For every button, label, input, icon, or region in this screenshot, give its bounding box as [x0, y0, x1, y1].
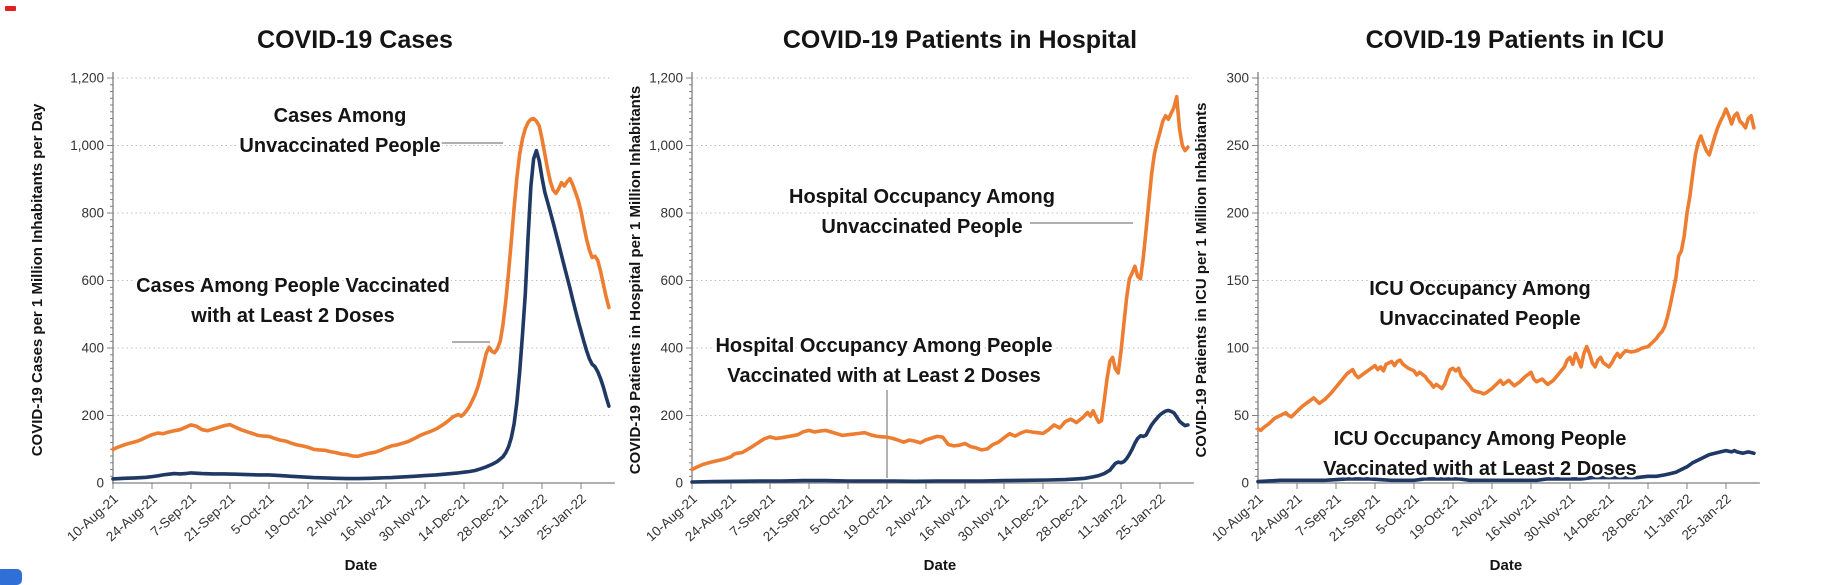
y-tick-label: 0	[1241, 476, 1249, 491]
vaccinated-annotation: with at Least 2 Doses	[190, 305, 394, 327]
chart-title: COVID-19 Cases	[257, 26, 453, 54]
y-tick-label: 1,000	[70, 138, 104, 153]
unvaccinated-annotation: Hospital Occupancy Among	[789, 186, 1055, 208]
chart-title: COVID-19 Patients in ICU	[1366, 26, 1665, 54]
chart-title: COVID-19 Patients in Hospital	[783, 26, 1137, 54]
y-tick-label: 600	[81, 273, 104, 288]
y-tick-label: 400	[660, 341, 683, 356]
y-tick-label: 150	[1226, 273, 1249, 288]
x-axis-title: Date	[924, 557, 957, 574]
y-axis-title: COVID-19 Patients in Hospital per 1 Mill…	[627, 86, 644, 474]
vaccinated-annotation: Hospital Occupancy Among People	[715, 335, 1052, 357]
vaccinated-annotation: ICU Occupancy Among People	[1334, 428, 1627, 450]
vaccinated-series-line	[1256, 448, 1756, 484]
unvaccinated-annotation: ICU Occupancy Among	[1369, 278, 1591, 300]
y-tick-label: 800	[660, 206, 683, 221]
unvaccinated-series-line	[111, 116, 611, 459]
y-axis-title: COVID-19 Cases per 1 Million Inhabitants…	[29, 103, 46, 456]
y-tick-label: 400	[81, 341, 104, 356]
unvaccinated-series-line	[1256, 107, 1756, 433]
y-tick-label: 1,200	[649, 71, 683, 86]
y-tick-label: 200	[1226, 206, 1249, 221]
y-tick-label: 300	[1226, 71, 1249, 86]
y-tick-label: 1,200	[70, 71, 104, 86]
y-tick-label: 50	[1234, 408, 1249, 423]
x-axis-title: Date	[1490, 557, 1523, 574]
unvaccinated-series-line	[690, 94, 1190, 472]
y-tick-label: 100	[1226, 341, 1249, 356]
y-tick-label: 1,000	[649, 138, 683, 153]
y-tick-label: 0	[675, 476, 683, 491]
screen-edge-blue-artifact	[0, 569, 22, 585]
y-tick-label: 0	[96, 476, 104, 491]
y-tick-label: 600	[660, 273, 683, 288]
unvaccinated-annotation: Unvaccinated People	[239, 135, 440, 157]
unvaccinated-annotation: Unvaccinated People	[1379, 308, 1580, 330]
x-axis-title: Date	[345, 557, 378, 574]
unvaccinated-annotation: Unvaccinated People	[821, 216, 1022, 238]
vaccinated-annotation: Cases Among People Vaccinated	[136, 275, 450, 297]
y-tick-label: 200	[660, 408, 683, 423]
vaccinated-series-line	[690, 408, 1190, 484]
vaccinated-annotation: Vaccinated with at Least 2 Doses	[1323, 458, 1636, 480]
screen-edge-red-artifact	[5, 6, 16, 11]
vaccinated-series-line	[111, 148, 611, 481]
y-tick-label: 250	[1226, 138, 1249, 153]
y-axis-title: COVID-19 Patients in ICU per 1 Million I…	[1193, 102, 1210, 457]
y-tick-label: 800	[81, 206, 104, 221]
unvaccinated-annotation: Cases Among	[274, 105, 407, 127]
vaccinated-annotation: Vaccinated with at Least 2 Doses	[727, 365, 1040, 387]
y-tick-label: 200	[81, 408, 104, 423]
